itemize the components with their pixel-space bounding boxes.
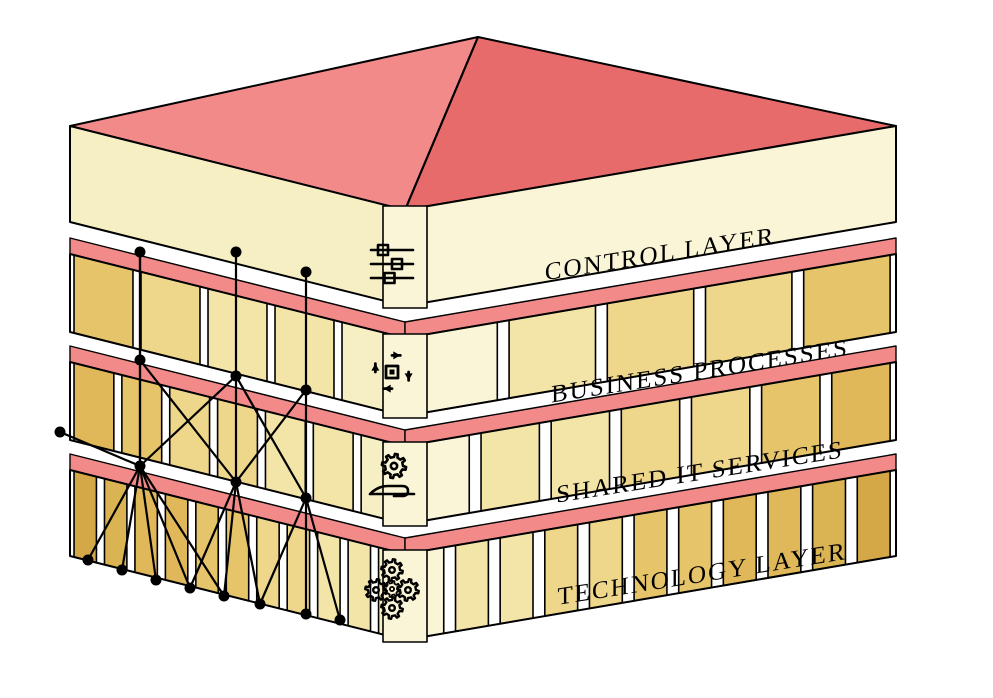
architecture-diagram: CONTROL LAYERBUSINESS PROCESSESSHARED IT… bbox=[0, 0, 993, 698]
sliders-icon bbox=[371, 245, 413, 283]
